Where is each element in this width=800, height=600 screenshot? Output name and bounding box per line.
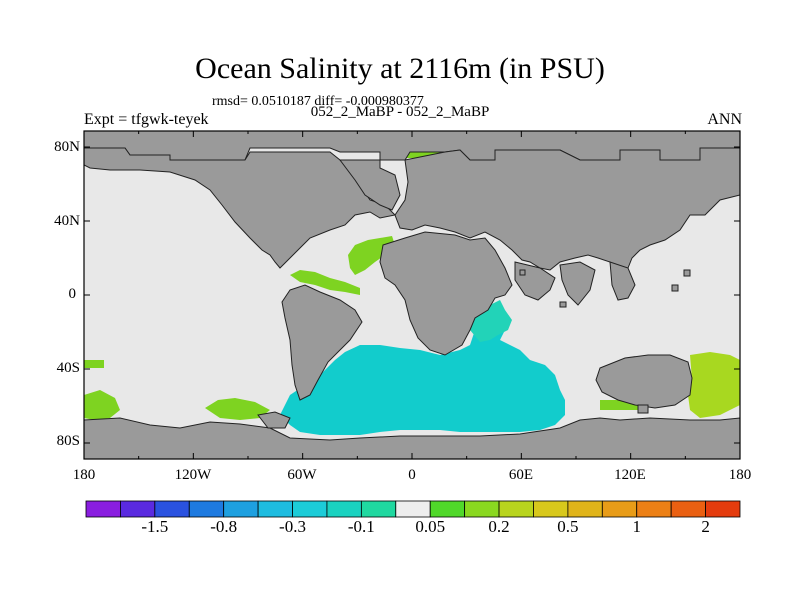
colorbar-label: 0.2 xyxy=(488,517,510,536)
lon-label-60e: 60E xyxy=(508,467,534,483)
colorbar-swatch xyxy=(464,500,500,518)
island-1 xyxy=(671,284,679,292)
land-masses xyxy=(84,131,740,459)
island-2 xyxy=(683,269,691,277)
colorbar-swatch xyxy=(154,500,190,518)
map-area xyxy=(84,131,740,459)
colorbar-swatch xyxy=(705,500,741,518)
colorbar-swatch xyxy=(636,500,672,518)
colorbar-label: 0.05 xyxy=(415,517,446,536)
colorbar-swatch xyxy=(670,500,706,518)
colorbar-label: -1.5 xyxy=(141,517,169,536)
lon-label-180e: 180 xyxy=(728,467,752,483)
season-label: ANN xyxy=(707,111,742,128)
indian-ocean-negative-patch xyxy=(470,300,512,342)
colorbar-label: -0.1 xyxy=(347,517,375,536)
colorbar-swatch xyxy=(429,500,466,518)
experiment-label: Expt = tfgwk-teyek xyxy=(84,111,209,128)
colorbar-label: -0.8 xyxy=(210,517,238,536)
lat-label-40s: 40S xyxy=(56,360,80,376)
lon-label-0: 0 xyxy=(408,467,416,483)
south-america xyxy=(281,284,363,401)
subtitle-label: 052_2_MaBP - 052_2_MaBP xyxy=(310,104,490,120)
colorbar-swatch xyxy=(360,500,397,518)
colorbar-swatch xyxy=(292,500,328,518)
southeast-asia xyxy=(609,261,636,301)
indian-ocean-positive-patch xyxy=(600,400,640,410)
lon-label-120w: 120W xyxy=(174,467,212,483)
colorbar-label: 0.5 xyxy=(557,517,579,536)
south-pacific-positive-patch xyxy=(84,390,120,420)
colorbar-label: 1 xyxy=(632,517,641,536)
lat-label-40n: 40N xyxy=(54,213,80,229)
greenland xyxy=(339,159,401,211)
india xyxy=(559,261,596,306)
colorbar-swatch xyxy=(257,500,293,518)
africa xyxy=(379,231,513,356)
island-5 xyxy=(637,404,649,414)
arctic-positive-strip-3 xyxy=(405,152,445,158)
colorbar-swatch xyxy=(498,500,534,518)
australia xyxy=(595,354,693,409)
lon-label-120e: 120E xyxy=(614,467,646,483)
colorbar-swatch xyxy=(120,500,156,518)
colorbar-label: 2 xyxy=(701,517,710,536)
colorbar-swatch xyxy=(85,500,121,518)
lat-label-80s: 80S xyxy=(56,433,80,449)
far-southwest-pacific-positive-patch xyxy=(84,360,104,368)
island-4 xyxy=(519,269,526,276)
page-title: Ocean Salinity at 2116m (in PSU) xyxy=(195,52,605,85)
stats-label: rmsd= 0.0510187 diff= -0.000980377 xyxy=(212,94,424,109)
lat-label-eq: 0 xyxy=(68,286,77,302)
colorbar-swatch xyxy=(326,500,362,518)
axis-ticks xyxy=(83,131,741,459)
north-america xyxy=(84,147,397,269)
eurasia xyxy=(394,147,740,276)
lat-label-80n: 80N xyxy=(54,139,80,155)
colorbar-swatch xyxy=(188,500,225,518)
colorbar-swatch xyxy=(395,500,431,518)
lon-label-180w: 180 xyxy=(72,467,96,483)
antarctica xyxy=(84,417,740,459)
south-atlantic-positive-patch xyxy=(205,398,270,420)
island-3 xyxy=(559,301,567,308)
colorbar-swatch xyxy=(533,500,569,518)
colorbar-label: -0.3 xyxy=(279,517,306,536)
colorbar-swatch xyxy=(223,500,259,518)
colorbar-swatch xyxy=(601,500,638,518)
southwest-pacific-positive-patch xyxy=(688,352,740,418)
tropical-atlantic-positive-patch xyxy=(290,270,360,295)
antarctic-peninsula xyxy=(257,411,291,429)
lon-label-60w: 60W xyxy=(287,467,317,483)
colorbar-swatch xyxy=(567,500,603,518)
colorbar xyxy=(85,500,741,518)
